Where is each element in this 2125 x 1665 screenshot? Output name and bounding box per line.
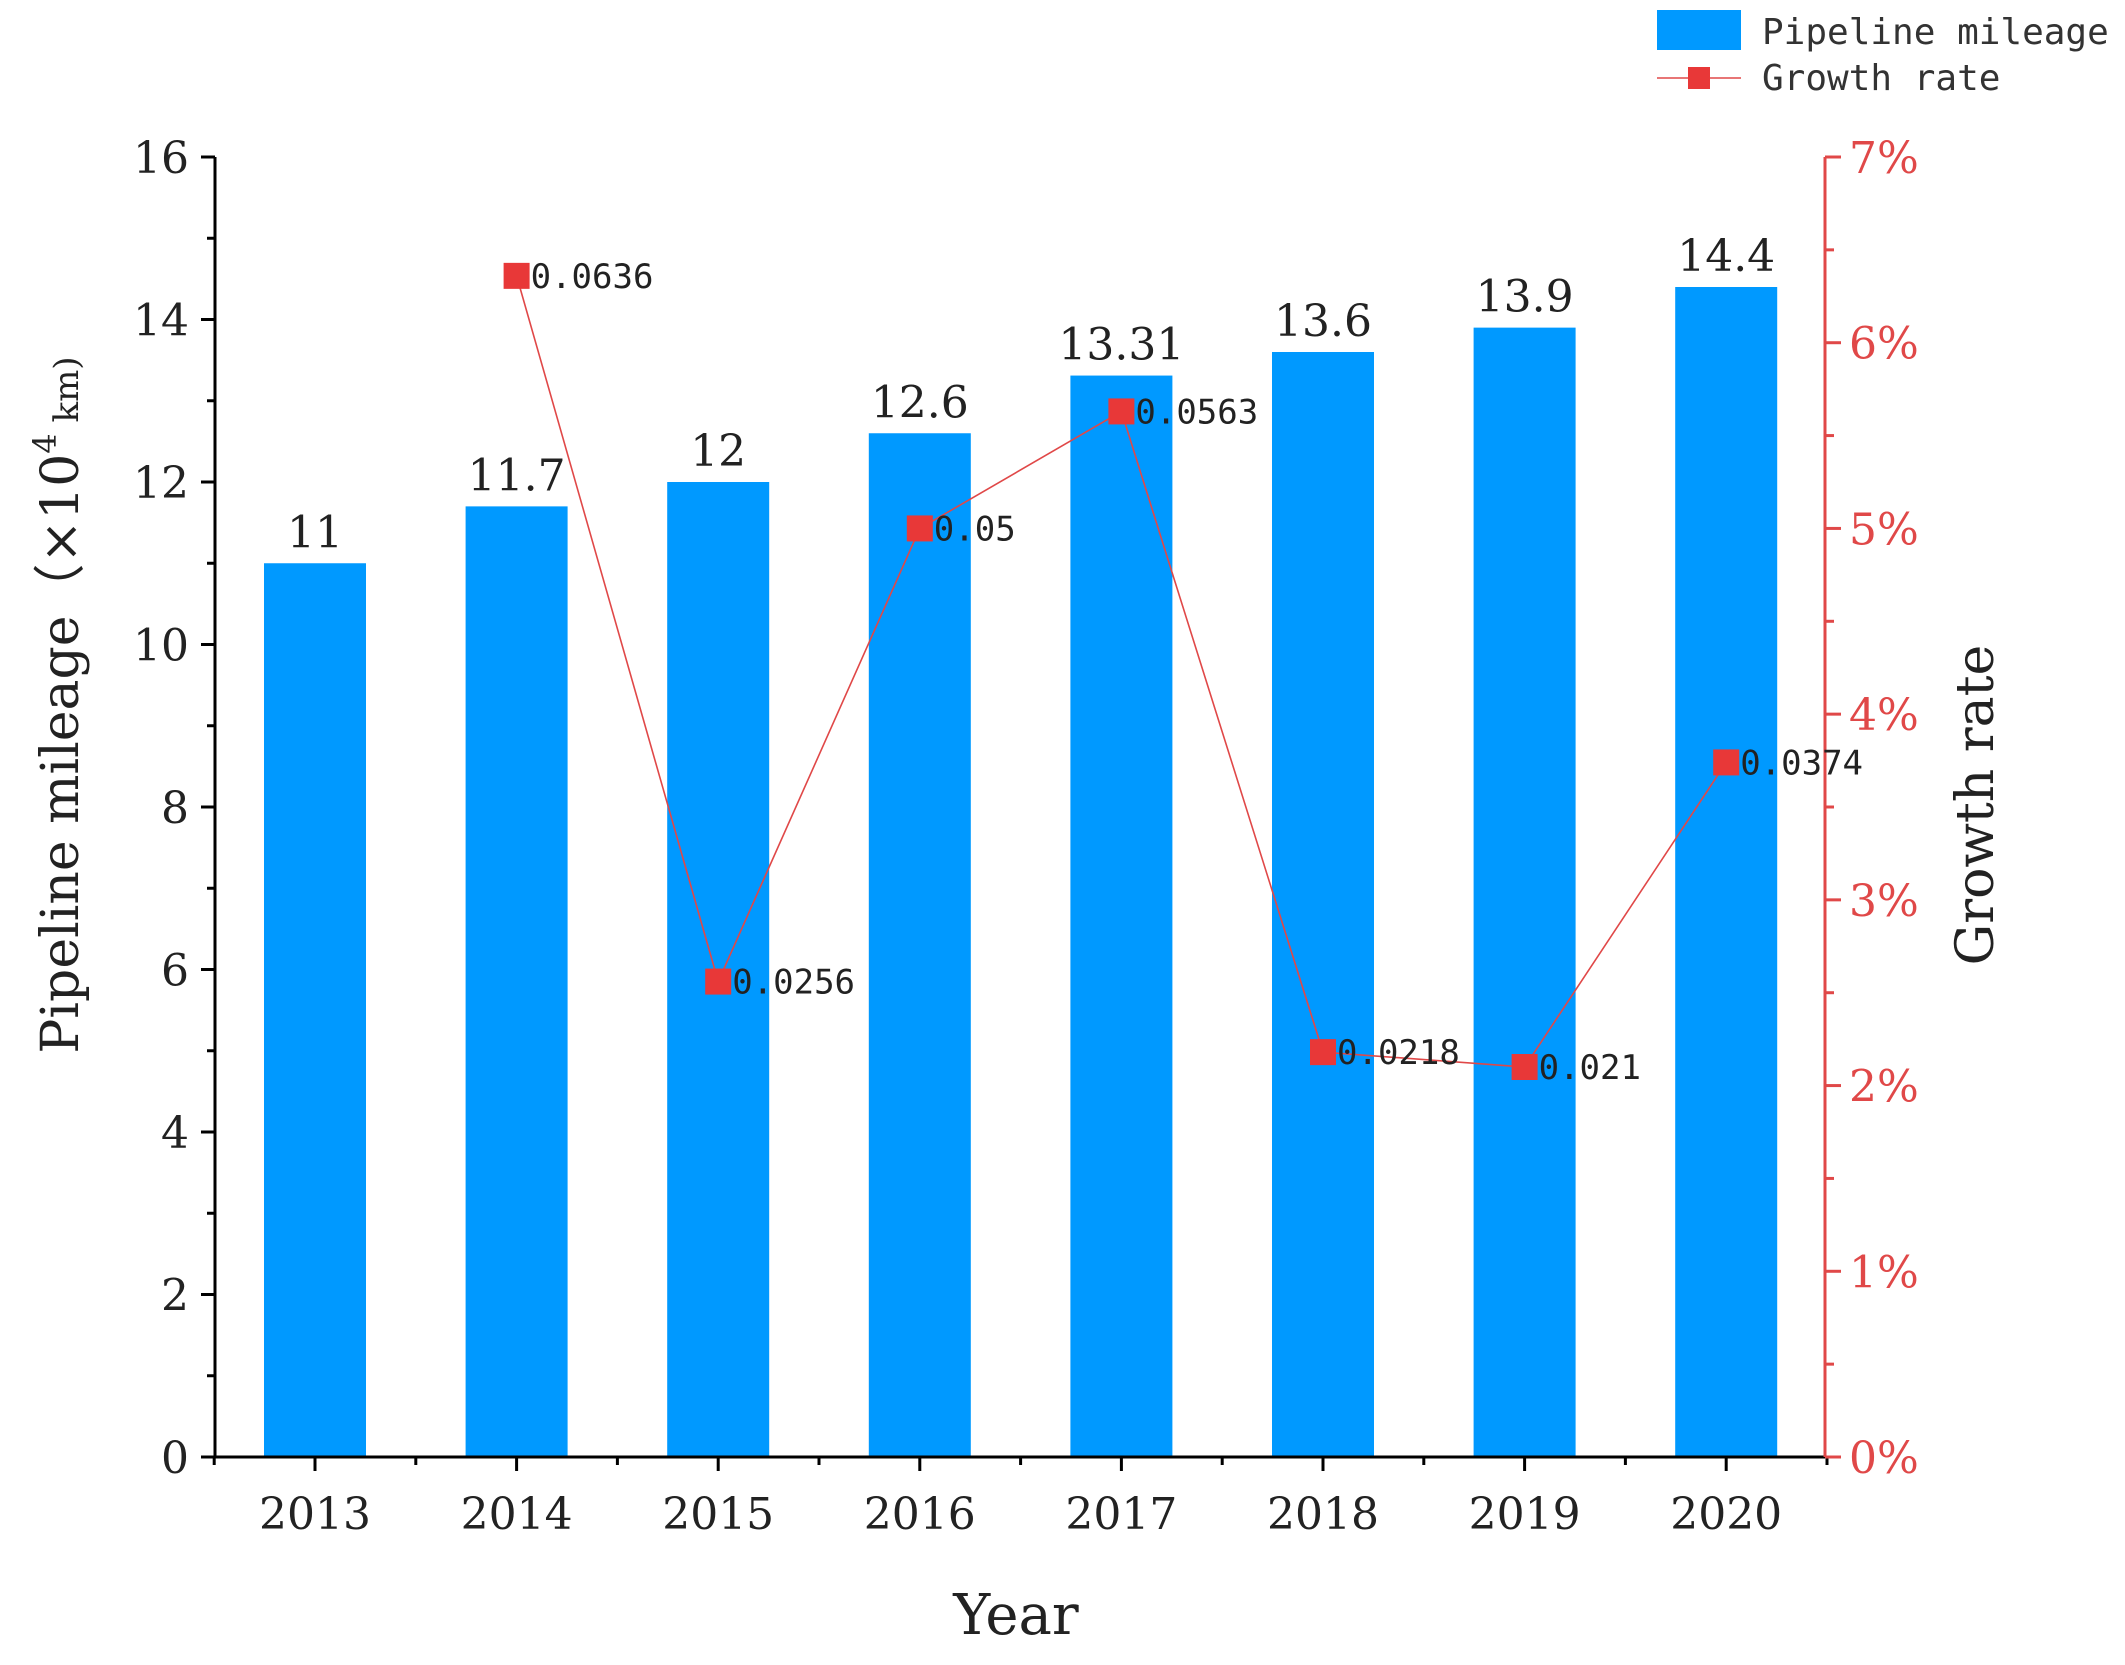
growth-marker [503,262,530,289]
legend: Pipeline mileage Growth rate [1657,10,2109,99]
y-left-tick-label: 6 [161,946,189,997]
x-tick-label: 2019 [1469,1489,1581,1540]
bar [1070,375,1173,1457]
y-left-tick-label: 14 [133,296,189,347]
growth-marker [1713,749,1740,776]
y-axis-left-title-unit: km) [47,356,87,433]
y-right-tick-label: 0% [1849,1433,1919,1484]
bar-value-label: 12.6 [871,377,969,428]
growth-marker [1108,398,1135,425]
bar-value-label: 12 [690,426,746,477]
x-tick-label: 2014 [461,1489,573,1540]
y-left-tick-label: 2 [161,1271,189,1322]
x-tick-label: 2017 [1065,1489,1177,1540]
y-left-tick-label: 10 [133,621,189,672]
y-right-tick-label: 2% [1849,1062,1919,1113]
bar-value-label: 13.9 [1476,272,1574,323]
y-axis-left-title-sup: 4 [26,433,64,453]
growth-marker [1310,1039,1336,1066]
y-left-tick-label: 8 [161,783,189,834]
growth-value-label: 0.021 [1539,1048,1641,1088]
y-axis-left-title-text: Pipeline mileage（×10 [31,454,91,1054]
y-right-tick-label: 6% [1849,319,1919,370]
x-tick-label: 2013 [259,1489,371,1540]
growth-value-label: 0.05 [934,509,1016,549]
bars-layer [264,287,1778,1457]
growth-value-label: 0.0218 [1337,1033,1460,1073]
bar [465,506,568,1457]
y-left-tick-label: 16 [133,133,189,184]
y-right-tick-label: 7% [1849,133,1919,184]
x-tick-label: 2016 [864,1489,976,1540]
bar [1473,327,1576,1457]
growth-marker [906,515,933,542]
bar-value-label: 14.4 [1677,231,1775,282]
legend-line-label: Growth rate [1762,58,2000,99]
y-left-tick-label: 0 [161,1433,189,1484]
bar-value-label: 11.7 [468,450,566,501]
bar [1272,352,1374,1457]
bar-value-label: 13.6 [1274,296,1372,347]
x-tick-label: 2018 [1267,1489,1379,1540]
y-right-tick-label: 3% [1849,876,1919,927]
y-right-tick-label: 4% [1849,690,1919,741]
y-left-tick-label: 12 [133,458,189,509]
growth-marker [1511,1054,1538,1080]
labels-layer: 11 11.7 12 12.6 13.31 13.6 13.9 14.4 0.0636 0.025… [133,133,1919,1540]
bar [264,563,366,1457]
growth-value-label: 0.0636 [531,257,654,297]
y-right-tick-label: 1% [1849,1247,1919,1298]
x-axis-title: Year [952,1583,1079,1648]
growth-value-label: 0.0256 [732,963,855,1003]
legend-bar-swatch [1657,10,1741,50]
bar-value-label: 11 [287,507,343,558]
legend-bar-label: Pipeline mileage [1762,12,2109,53]
bar-value-label: 13.31 [1058,320,1184,371]
growth-marker [705,968,732,995]
bar [868,433,971,1457]
axes-layer [201,155,1841,1471]
growth-line-layer [503,262,1740,1080]
bar [1675,287,1778,1457]
growth-value-label: 0.0374 [1740,743,1863,783]
y-left-tick-label: 4 [161,1108,189,1159]
legend-marker-swatch [1688,67,1710,89]
growth-value-label: 0.0563 [1135,392,1258,432]
y-axis-right-title: Growth rate [1946,645,2006,966]
x-tick-label: 2015 [662,1489,774,1540]
x-tick-label: 2020 [1670,1489,1782,1540]
y-axis-left-title: Pipeline mileage（×104 km) [26,356,91,1053]
y-right-tick-label: 5% [1849,504,1919,555]
